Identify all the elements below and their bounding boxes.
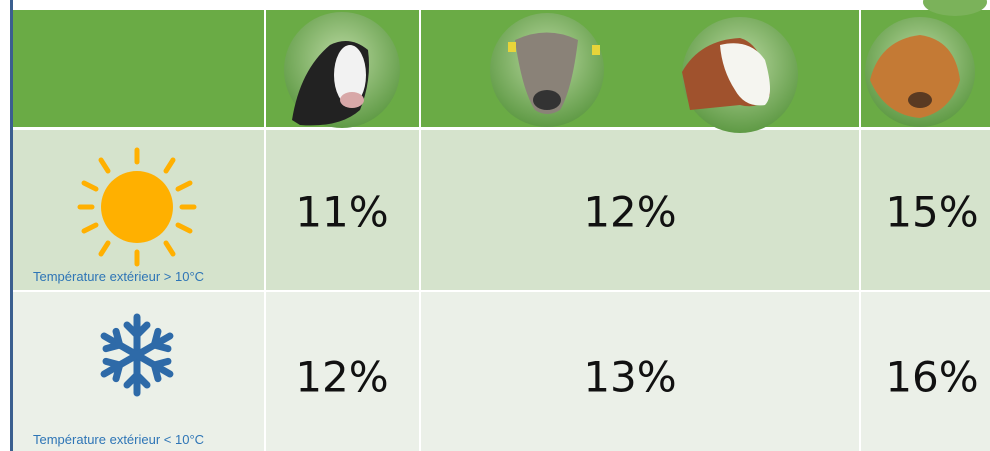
cow-photo bbox=[490, 13, 604, 127]
cow-photo bbox=[865, 17, 975, 127]
sun-icon bbox=[80, 150, 194, 264]
cell-value: 13% bbox=[583, 353, 676, 402]
icons bbox=[0, 0, 990, 451]
cow-photo bbox=[284, 12, 400, 128]
cell-value: 12% bbox=[583, 188, 676, 237]
cell-value: 12% bbox=[295, 353, 388, 402]
condition-label: Température extérieur > 10°C bbox=[33, 269, 204, 284]
cell-value: 11% bbox=[295, 188, 388, 237]
cell-value: 15% bbox=[885, 188, 978, 237]
cow-photo bbox=[682, 17, 798, 133]
cell-value: 16% bbox=[885, 353, 978, 402]
condition-label: Température extérieur < 10°C bbox=[33, 432, 204, 447]
image-corner bbox=[923, 0, 987, 16]
page: 11% 12% 15% 12% 13% 16% Température exté… bbox=[0, 0, 990, 451]
snowflake-icon bbox=[99, 317, 175, 393]
